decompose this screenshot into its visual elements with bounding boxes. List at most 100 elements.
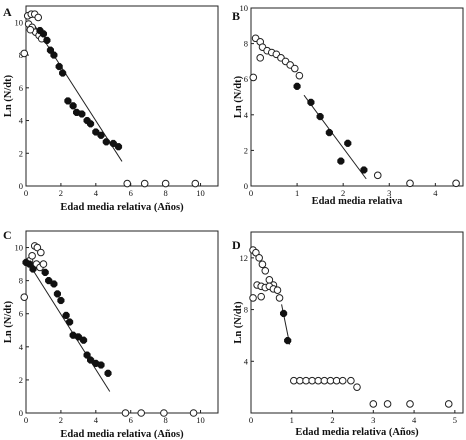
open-point [261,266,270,275]
x-tick-label: 2 [59,188,63,198]
filled-point [109,139,117,148]
filled-point [97,131,105,139]
filled-point [92,128,100,136]
open-point [137,409,145,417]
filled-point [66,318,74,326]
x-tick-label: 4 [94,188,99,198]
x-tick-label: 0 [24,188,28,198]
filled-point [293,82,301,90]
panel-c: 0 2 4 6 8 10 0 2 4 6 8 10 Edad media relativa (Años)… [3,228,219,440]
filled-point [69,102,77,110]
open-point [121,409,130,417]
open-point [290,376,298,385]
open-point [406,400,414,408]
filled-point [104,369,112,377]
y-tick-label: 2 [19,148,23,158]
filled-point [80,336,88,344]
x-axis-title: Edad media relativa (Años) [60,429,184,440]
open-point [347,376,355,385]
open-point [353,383,361,391]
filled-point [53,290,61,298]
filled-point [316,113,324,121]
x-tick-label: 0 [24,415,28,425]
filled-point [337,157,345,165]
x-tick-label: 1 [290,415,294,425]
plot-frame [250,7,464,187]
open-point [308,376,316,385]
open-point [191,179,200,188]
y-tick-label: 4 [244,356,249,366]
open-point [257,292,265,301]
filled-point [87,356,95,364]
y-tick-label: 12 [240,253,249,263]
open-point [314,376,323,385]
y-tick-label: 8 [244,305,248,315]
panel-letter: A [3,5,12,19]
filled-point [50,280,58,288]
y-tick-label: 0 [19,408,23,418]
open-point [26,25,35,34]
regression-line [303,94,367,180]
panel-letter: B [232,9,240,23]
filled-point [43,36,51,44]
open-point [160,409,168,417]
y-tick-label: 8 [244,39,248,49]
x-axis-title: Edad media relativa (Años) [295,427,419,438]
filled-point [59,69,67,77]
y-tick-label: 10 [240,3,249,13]
x-tick-label: 0 [249,415,253,425]
open-point [140,179,149,188]
filled-point [39,30,48,38]
y-tick-label: 6 [244,74,248,84]
open-point [406,179,414,188]
filled-point [62,311,70,319]
x-tick-label: 4 [412,415,417,425]
filled-point [69,331,77,339]
open-point [256,54,265,62]
open-point [34,13,43,22]
y-tick-label: 6 [19,309,23,319]
open-point [338,376,347,385]
filled-point [360,166,368,174]
open-point [161,179,170,188]
filled-point [41,268,49,276]
y-tick-label: 2 [19,375,23,385]
y-tick-label: 10 [15,243,24,253]
x-tick-label: 3 [387,188,391,198]
panel-b: 0 1 2 3 4 0 2 4 6 8 10 Edad media relativa Ln (N/dt)… [232,3,464,207]
filled-point [64,97,72,105]
filled-point [73,108,81,116]
filled-point [284,337,292,345]
filled-point [307,98,315,106]
y-tick-label: 4 [19,342,24,352]
filled-point [78,110,86,118]
y-tick-label: 4 [19,116,24,126]
filled-point [87,120,95,128]
x-tick-label: 10 [196,415,205,425]
open-point [258,260,267,269]
filled-point [97,361,105,369]
open-point [444,400,453,408]
open-point [249,294,257,302]
filled-point [114,143,123,151]
open-point [249,73,258,82]
x-tick-label: 2 [59,415,63,425]
x-tick-label: 2 [341,188,345,198]
open-point [189,409,198,417]
open-point [20,293,29,301]
filled-point [57,296,65,305]
y-tick-label: 10 [15,17,24,27]
panel-letter: C [3,228,12,242]
y-axis-title: Ln (N/dt) [3,300,14,343]
filled-point [55,62,63,71]
filled-point [74,333,82,341]
x-tick-label: 5 [453,415,457,425]
y-axis-title: Ln (N/dt) [233,75,244,118]
y-tick-label: 0 [19,181,23,191]
x-tick-label: 8 [164,188,168,198]
open-point [302,376,310,385]
y-tick-label: 6 [19,83,23,93]
filled-point [92,359,100,367]
